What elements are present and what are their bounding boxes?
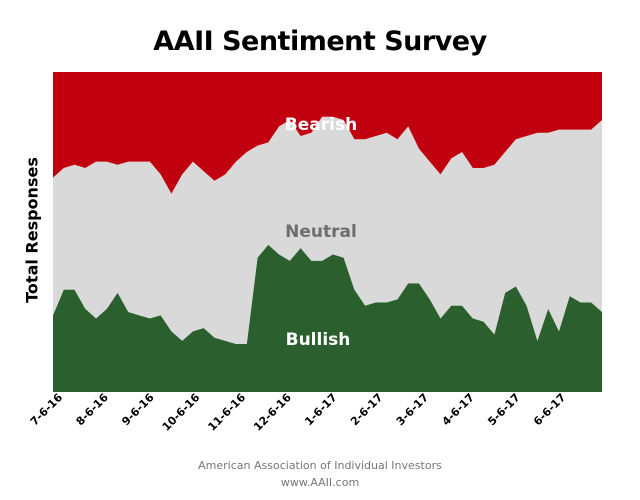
x-tick-label: 12-6-16: [251, 391, 294, 434]
area-neutral: [53, 116, 602, 344]
x-tick-label: 11-6-16: [205, 391, 248, 434]
x-tick-label: 4-6-17: [440, 391, 477, 428]
footer-website: www.AAII.com: [280, 476, 360, 489]
x-tick-label: 6-6-17: [531, 391, 568, 428]
area-bullish: [53, 244, 602, 392]
band-label-neutral: Neutral: [285, 222, 357, 242]
band-label-bullish: Bullish: [286, 330, 351, 350]
area-bearish: [53, 72, 602, 194]
chart-title: AAII Sentiment Survey: [153, 26, 487, 57]
x-tick-label: 3-6-17: [394, 391, 431, 428]
footer-organization: American Association of Individual Inves…: [198, 459, 442, 472]
band-label-bearish: Bearish: [285, 115, 357, 135]
x-tick-label: 9-6-16: [119, 391, 157, 429]
x-tick-label: 5-6-17: [485, 391, 522, 428]
x-tick-label: 7-6-16: [28, 391, 66, 429]
x-tick-label: 8-6-16: [74, 391, 112, 429]
x-tick-label: 10-6-16: [160, 391, 203, 434]
x-tick-label: 1-6-17: [302, 391, 339, 428]
x-tick-label: 2-6-17: [348, 391, 385, 428]
